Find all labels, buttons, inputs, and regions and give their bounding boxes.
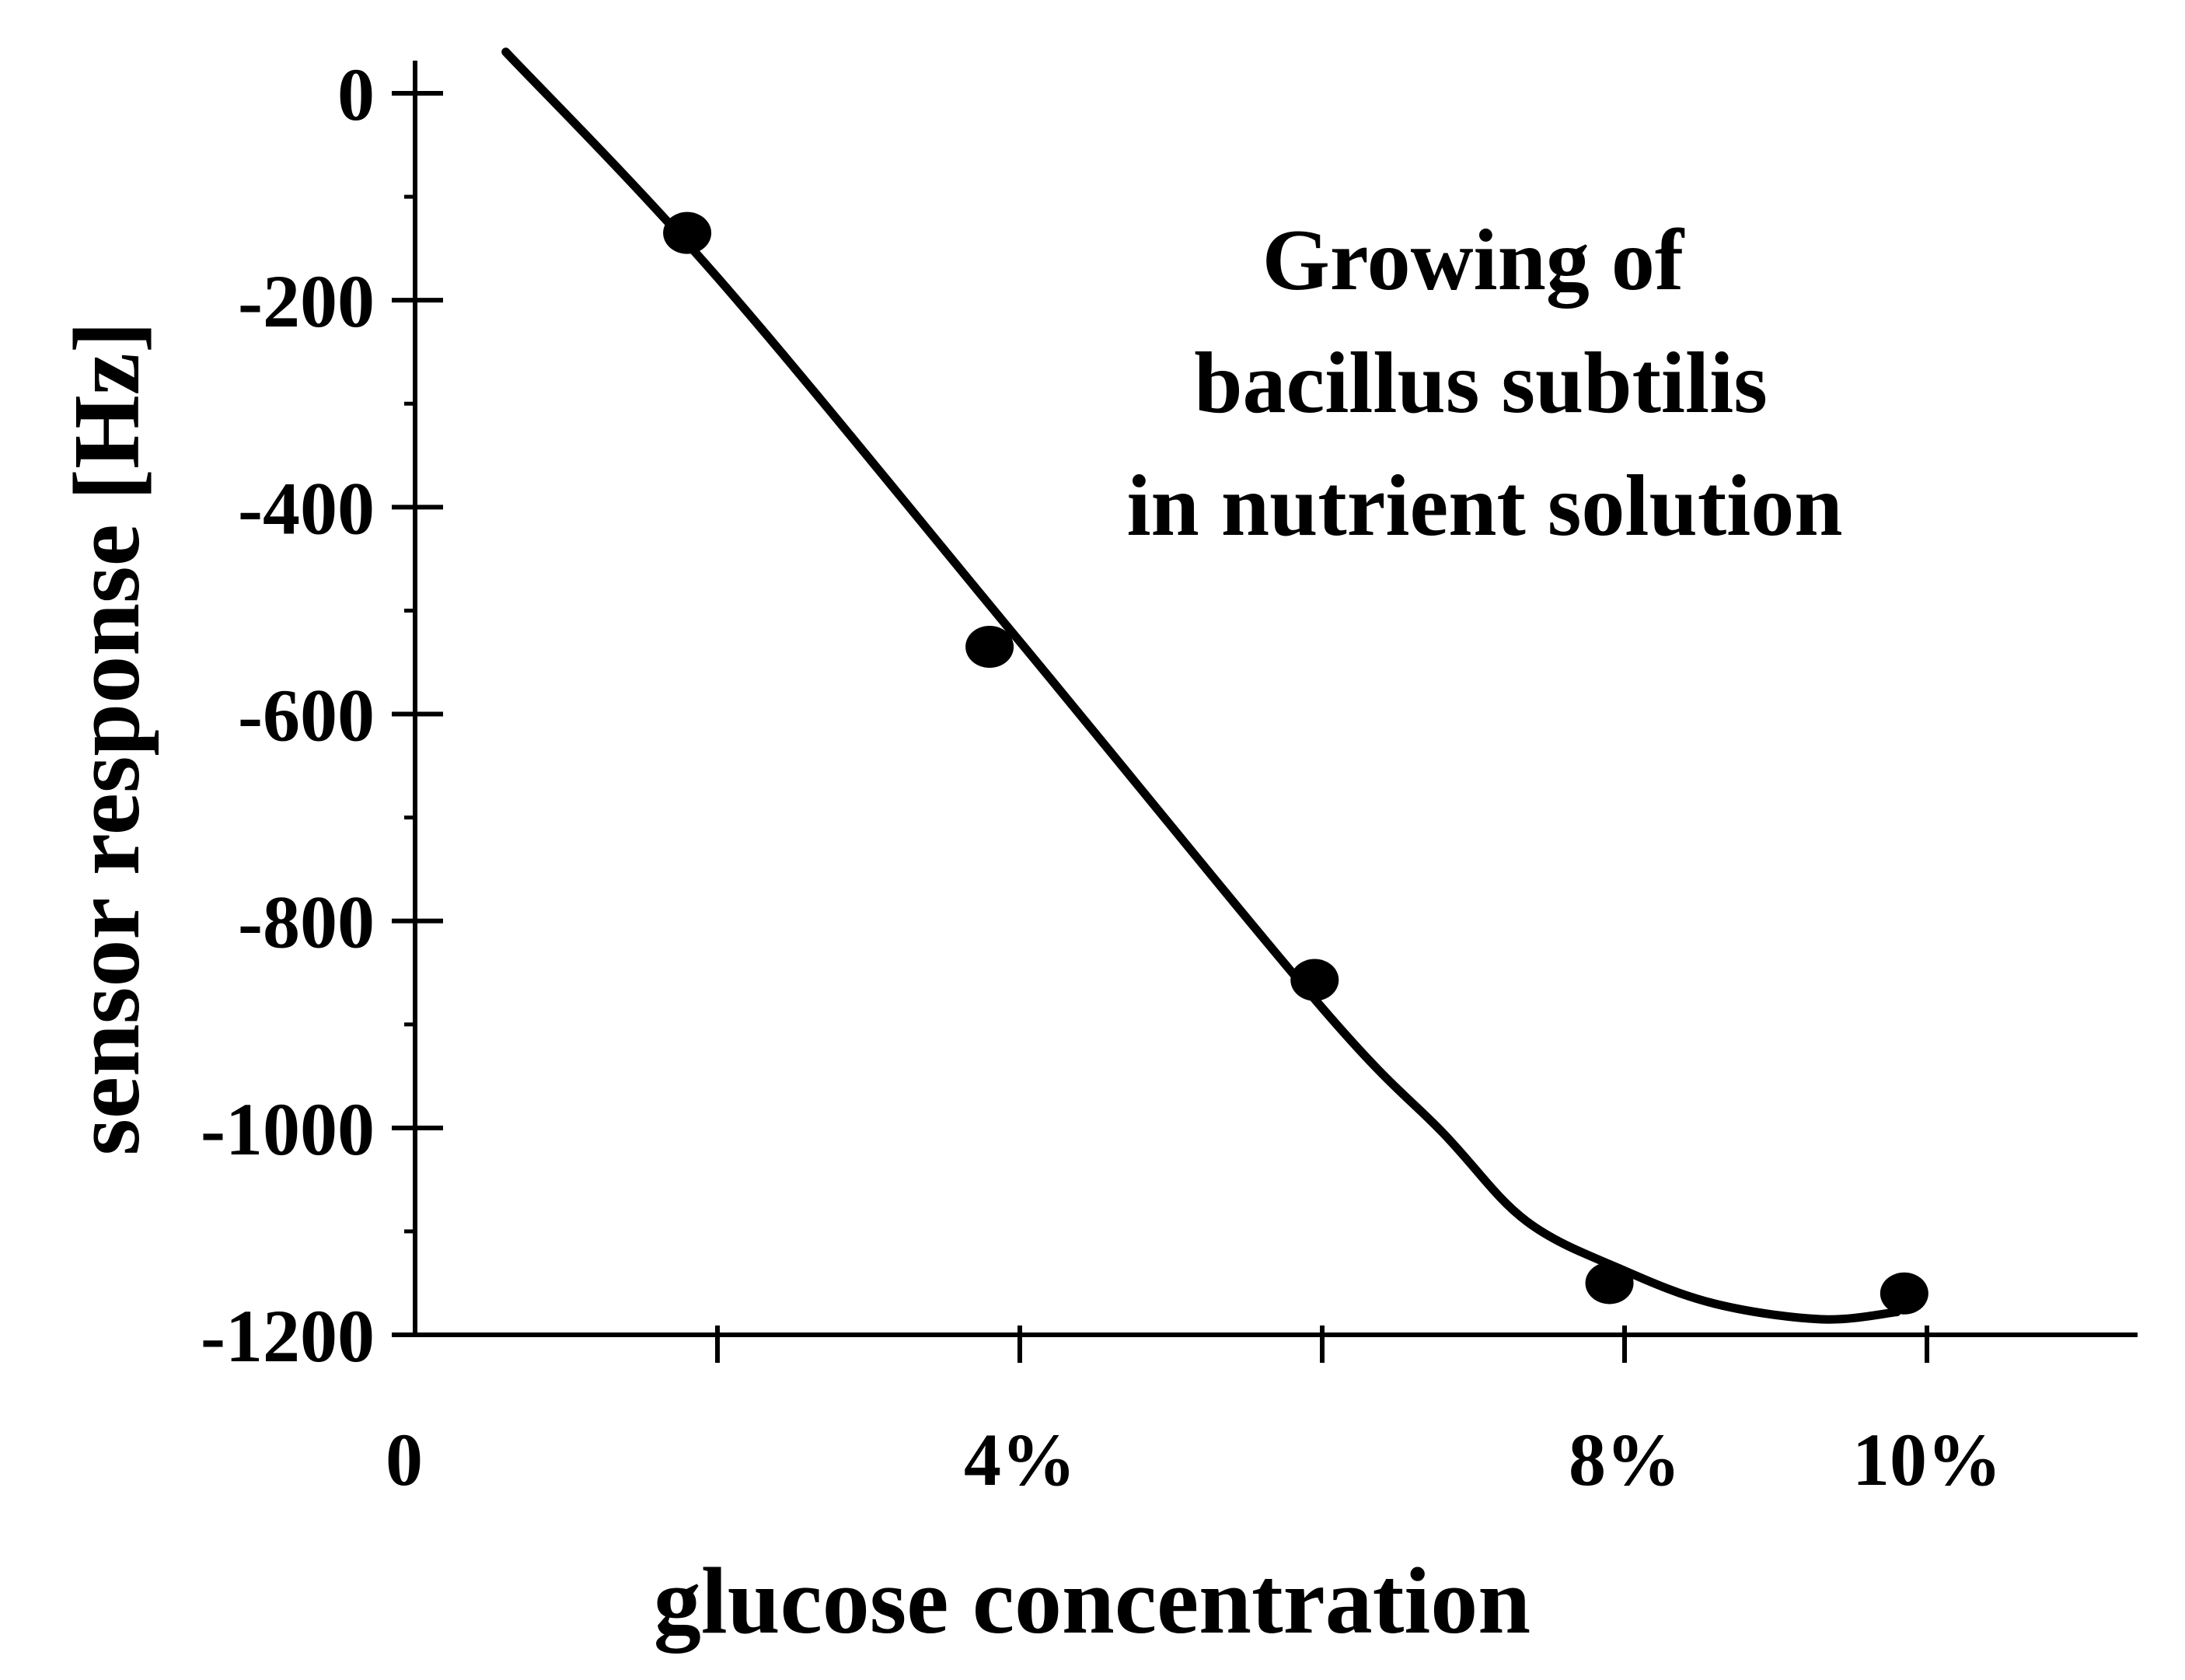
data-points-layer <box>663 211 1928 1315</box>
data-point-2 <box>965 625 1014 668</box>
fit-curve-line <box>501 47 1901 1324</box>
y-tick-label: 0 <box>337 53 375 136</box>
annotation: Growing of bacillus subtilis in nutrient… <box>1126 212 1842 554</box>
x-tick-label: 0 <box>386 1418 423 1501</box>
y-axis-title: sensor response [Hz] <box>54 321 159 1155</box>
annotation-line-2: bacillus subtilis <box>1194 335 1768 431</box>
annotation-line-1: Growing of <box>1262 212 1685 309</box>
x-axis-title: glucose concentration <box>654 1549 1531 1654</box>
y-tick-label: -200 <box>238 260 375 343</box>
y-tick-label: -1000 <box>201 1088 375 1171</box>
fit-curve-layer <box>501 47 1901 1324</box>
annotation-line-3: in nutrient solution <box>1126 458 1842 554</box>
data-point-1 <box>663 211 712 254</box>
data-point-4 <box>1585 1262 1634 1305</box>
data-point-5 <box>1880 1272 1928 1315</box>
y-tick-label: -1200 <box>201 1294 375 1378</box>
y-tick-label: -600 <box>238 674 375 757</box>
x-tick-label: 4% <box>964 1418 1076 1501</box>
x-tick-label: 8% <box>1569 1418 1681 1501</box>
y-tick-label: -800 <box>238 881 375 964</box>
x-tick-label: 10% <box>1852 1418 2002 1501</box>
data-point-3 <box>1290 959 1339 1001</box>
y-tick-label: -400 <box>238 466 375 550</box>
chart-axes <box>392 61 2138 1363</box>
